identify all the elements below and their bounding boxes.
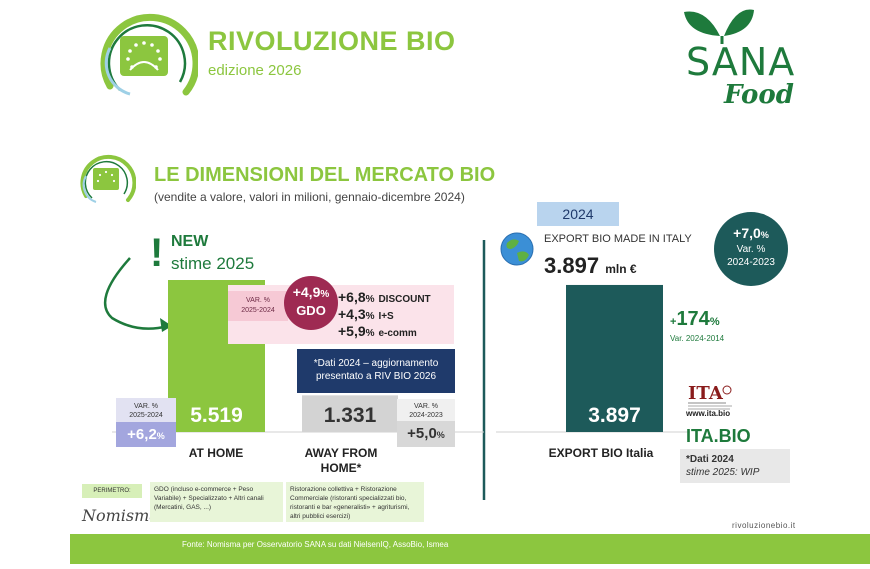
at-home-var-label-line2: 2025-2024 — [129, 412, 163, 419]
channel-ecomm: +5,9% e-comm — [338, 323, 417, 339]
section-title: LE DIMENSIONI DEL MERCATO BIO — [154, 164, 496, 186]
perimetro-label: PERIMETRO: — [82, 484, 142, 498]
ita-bio-a: ITA — [686, 426, 714, 446]
gdo-label: GDO — [296, 303, 326, 318]
export-value-unit: mln € — [605, 262, 637, 276]
ita-bio-logo: ITA.BIO — [686, 426, 751, 447]
gdo-var-label-line2: 2025-2024 — [241, 307, 275, 314]
stime-label: stime 2025 — [171, 254, 255, 273]
bar-at-home-value-label: 5.519 — [190, 404, 243, 427]
at-home-var-label-line1: VAR. % — [134, 403, 158, 410]
channel-name: e-comm — [378, 328, 417, 339]
export-growth: +174% — [670, 308, 720, 331]
gdo-circle: +4,9% GDO — [284, 276, 338, 330]
channel-name: I+S — [378, 311, 394, 322]
new-arrow — [103, 257, 169, 330]
arrow-head-icon — [160, 318, 172, 332]
category-label-at-home: AT HOME — [188, 446, 244, 460]
export-growth-number: 174 — [676, 308, 710, 330]
export-var-label-line1: Var. % — [736, 244, 766, 255]
channel-discount: +6,8% DISCOUNT — [338, 289, 431, 305]
exclamation-icon: ! — [150, 231, 164, 275]
sana-food-logo — [684, 9, 754, 44]
gdo-value-number: +4,9 — [292, 284, 321, 300]
away-note-line1: *Dati 2024 – aggiornamento — [313, 358, 439, 369]
ita-url: www.ita.bio — [686, 409, 731, 418]
at-home-var-number: +6,2 — [127, 426, 157, 443]
away-var-unit: % — [436, 430, 445, 440]
rivoluzione-bio-logo — [100, 13, 198, 96]
channel-unit: % — [365, 328, 375, 339]
section-subtitle: (vendite a valore, valori in milioni, ge… — [154, 190, 465, 204]
export-var-number: +7,0 — [733, 225, 761, 241]
export-value: 3.897 mln € — [544, 253, 637, 279]
footer-bar — [70, 534, 870, 564]
channel-is: +4,3% I+S — [338, 306, 394, 322]
channel-name: DISCOUNT — [378, 294, 431, 305]
nomisma-logo: Nomisma — [82, 506, 159, 525]
away-data-note: *Dati 2024 – aggiornamento presentato a … — [297, 349, 455, 393]
section-logo — [80, 154, 136, 203]
channel-unit: % — [365, 294, 375, 305]
export-title: EXPORT BIO MADE IN ITALY — [544, 233, 692, 245]
food-word: Food — [724, 80, 794, 110]
edition-label: edizione 2026 — [208, 62, 302, 79]
away-var-label: VAR. % 2024-2023 — [397, 399, 455, 421]
ita-mark: ITA — [688, 383, 724, 404]
export-var-value: +7,0% — [714, 225, 788, 243]
channel-value: +6,8 — [338, 289, 366, 305]
gdo-perimeter-note: GDO (incluso e-commerce + Peso Variabile… — [150, 482, 283, 522]
away-var-number: +5,0 — [407, 425, 437, 442]
at-home-var-unit: % — [156, 431, 165, 441]
channel-value: +4,3 — [338, 306, 366, 322]
sana-word: SANA — [686, 40, 796, 84]
away-var-label-line2: 2024-2023 — [409, 412, 443, 419]
at-home-var-label: VAR. % 2025-2024 — [116, 398, 176, 422]
ita-agency-logo: ITA — [688, 383, 732, 410]
gdo-var-label: VAR. % 2025-2024 — [228, 291, 288, 321]
bar-export — [566, 284, 663, 432]
away-note-line2: presentato a RIV BIO 2026 — [315, 371, 437, 382]
export-var-unit: % — [760, 230, 769, 240]
category-label-export: EXPORT BIO Italia — [548, 446, 654, 460]
bar-export-value-label: 3.897 — [588, 404, 641, 427]
away-var-label-line1: VAR. % — [414, 403, 438, 410]
main-title: RIVOLUZIONE BIO — [208, 26, 456, 56]
gdo-var-label-line1: VAR. % — [246, 297, 270, 304]
footer-url[interactable]: rivoluzionebio.it — [732, 521, 796, 530]
export-growth-unit: % — [709, 316, 720, 328]
ita-note-line1: *Dati 2024 — [686, 454, 734, 465]
away-perimeter-note: Ristorazione collettiva + Ristorazione C… — [286, 482, 424, 522]
gdo-value: +4,9% — [284, 284, 338, 303]
export-value-number: 3.897 — [544, 253, 600, 278]
globe-icon — [500, 232, 534, 266]
ita-data-note: *Dati 2024 stime 2025: WIP — [680, 449, 790, 483]
bar-away-from-home — [302, 395, 398, 432]
bar-away-from-home-value-label: 1.331 — [324, 404, 377, 427]
new-label: NEW — [171, 233, 209, 250]
gdo-value-unit: % — [320, 289, 330, 300]
export-growth-prefix: + — [670, 316, 677, 328]
at-home-var-value: +6,2% — [116, 422, 176, 447]
away-var-value: +5,0% — [397, 421, 455, 447]
footer-source: Fonte: Nomisma per Osservatorio SANA su … — [182, 540, 449, 549]
export-var-circle: +7,0% Var. % 2024-2023 — [714, 212, 788, 286]
export-year-box: 2024 — [537, 202, 619, 226]
channel-value: +5,9 — [338, 323, 366, 339]
export-var-label-line2: 2024-2023 — [727, 257, 775, 268]
ita-note-line2: stime 2025: WIP — [686, 467, 760, 478]
ita-bio-b: .BIO — [713, 426, 751, 446]
export-growth-label: Var. 2024-2014 — [670, 334, 725, 343]
channel-unit: % — [365, 311, 375, 322]
category-label-away: AWAY FROM HOME* — [304, 446, 378, 475]
